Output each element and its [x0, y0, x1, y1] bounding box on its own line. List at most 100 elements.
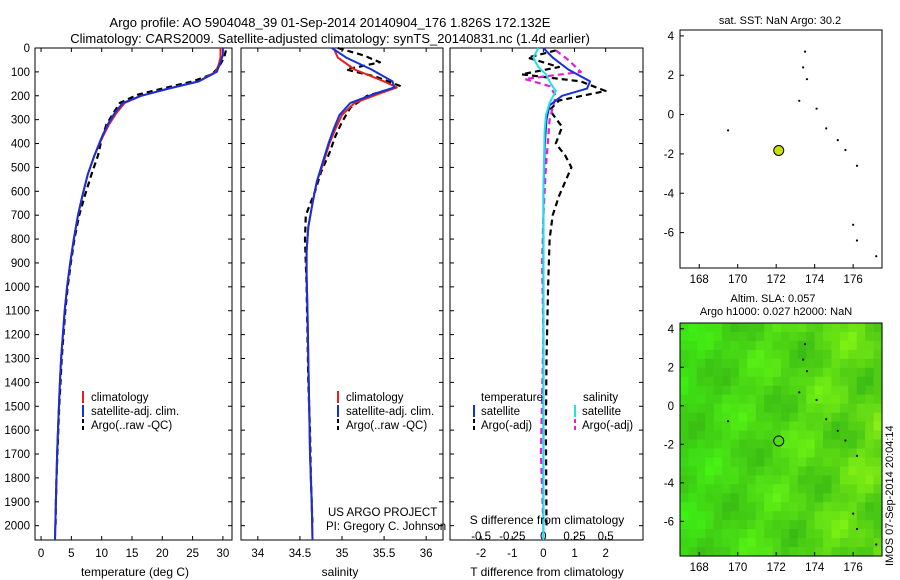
- sla-map-argo-marker: [773, 435, 785, 447]
- sla-map-cell: [730, 394, 740, 405]
- sla-map-cell: [806, 448, 816, 459]
- sla-map-cell: [873, 529, 883, 539]
- sla-map-cell: [713, 412, 723, 423]
- sla-map-cell: [688, 547, 698, 557]
- sla-map-cell: [848, 376, 858, 387]
- sla-map-cell: [680, 323, 690, 333]
- sla-map-cell: [831, 439, 841, 450]
- sla-map-cell: [789, 511, 799, 521]
- sla-map-cell: [738, 511, 748, 521]
- sla-map-cell: [839, 421, 849, 432]
- sla-map-cell: [839, 547, 849, 557]
- sla-map-cell: [789, 466, 799, 476]
- sla-map-cell: [781, 367, 791, 378]
- sla-map-cell: [797, 331, 807, 342]
- difference-legend: temperature salinity satellite Argo(-adj…: [473, 392, 633, 432]
- temperature-frame: [34, 47, 233, 541]
- depth-tick-label: 1900: [4, 497, 30, 509]
- sla-map-cell: [696, 475, 706, 485]
- sla-map-cell: [772, 376, 782, 387]
- sla-map-cell: [814, 538, 824, 548]
- timestamp: IMOS 07-Sep-2014 20:04:14: [884, 425, 896, 566]
- sla-map-cell: [865, 466, 875, 476]
- sla-map-cell: [856, 502, 866, 512]
- sla-map-cell: [747, 331, 757, 342]
- sla-map-cell: [713, 403, 723, 414]
- depth-tick-label: 2000: [4, 521, 30, 533]
- sla-map-cell: [831, 484, 841, 494]
- sla-map-cell: [738, 430, 748, 441]
- sla-map-cell: [873, 493, 883, 503]
- sla-map-cell: [856, 367, 866, 378]
- sla-map-cell: [814, 466, 824, 476]
- sla-map-cell: [730, 376, 740, 387]
- sla-map-cell: [856, 358, 866, 369]
- sla-map-cell: [772, 367, 782, 378]
- sla-map-cell: [831, 421, 841, 432]
- sla-map-cell: [730, 385, 740, 396]
- sla-map-cell: [680, 403, 690, 414]
- sla-map-cell: [789, 412, 799, 423]
- sla-map-cell: [831, 331, 841, 342]
- sla-map-cell: [688, 430, 698, 441]
- sla-map-cell: [696, 349, 706, 360]
- sla-map-cell: [764, 520, 774, 530]
- sla-map-cell: [831, 457, 841, 467]
- difference-panel: -2 -1 0 1 2-0.5 -0.25 0 0.25 0.5 S difference fr…: [449, 47, 644, 579]
- sla-map-cell: [747, 502, 757, 512]
- sla-map-cell: [755, 358, 765, 369]
- sla-map-cell: [705, 457, 715, 467]
- sla-map-cell: [764, 349, 774, 360]
- sla-map-cell: [738, 358, 748, 369]
- sla-map-cell: [839, 358, 849, 369]
- sla-map-cell: [755, 511, 765, 521]
- temperature-xlabel: temperature (deg C): [81, 565, 189, 579]
- sla-map-cell: [806, 529, 816, 539]
- sla-map-cell: [865, 520, 875, 530]
- sla-map-cell: [772, 466, 782, 476]
- depth-tick-label: 100: [11, 67, 30, 79]
- sla-map-cell: [747, 547, 757, 557]
- sla-map-cell: [839, 448, 849, 459]
- sla-map-cell: [713, 547, 723, 557]
- sla-map-cell: [823, 439, 833, 450]
- sla-map-cell: [713, 448, 723, 459]
- sla-map-island: [803, 343, 807, 346]
- sla-map-cell: [764, 421, 774, 432]
- sla-map-cell: [839, 493, 849, 503]
- sla-map-cell: [680, 430, 690, 441]
- sla-map-cell: [789, 421, 799, 432]
- sla-map-cell: [873, 439, 883, 450]
- salinity-frame: [240, 47, 444, 541]
- sla-map-cell: [730, 520, 740, 530]
- salinity-legend-climatology: climatology: [346, 392, 404, 404]
- sla-map-xtick-label: 168: [690, 562, 709, 574]
- sla-map-cell: [705, 430, 715, 441]
- sla-map-cell: [806, 385, 816, 396]
- sla-map-cell: [696, 323, 706, 333]
- sla-map-cell: [738, 502, 748, 512]
- sla-map-cell: [806, 412, 816, 423]
- sla-map-cell: [688, 421, 698, 432]
- sla-map-cell: [806, 394, 816, 405]
- sla-map-cell: [705, 475, 715, 485]
- sla-map-cell: [738, 448, 748, 459]
- sla-map-cell: [713, 466, 723, 476]
- sla-map-cell: [705, 394, 715, 405]
- sla-map-cell: [789, 493, 799, 503]
- sla-map-cell: [839, 466, 849, 476]
- sla-map-cell: [696, 430, 706, 441]
- sla-map-cell: [797, 457, 807, 467]
- sla-map-cell: [722, 457, 732, 467]
- sla-map-island: [875, 543, 878, 546]
- sla-map-cell: [797, 394, 807, 405]
- sla-map-cell: [772, 457, 782, 467]
- sla-map-cell: [688, 457, 698, 467]
- sla-map-cell: [747, 439, 757, 450]
- salinity-legend-argo: Argo(..raw -QC): [346, 420, 427, 432]
- sla-map-cell: [856, 421, 866, 432]
- sla-map-cell: [865, 412, 875, 423]
- sla-map-cell: [772, 538, 782, 548]
- sla-map-cell: [873, 358, 883, 369]
- sla-map-cell: [823, 484, 833, 494]
